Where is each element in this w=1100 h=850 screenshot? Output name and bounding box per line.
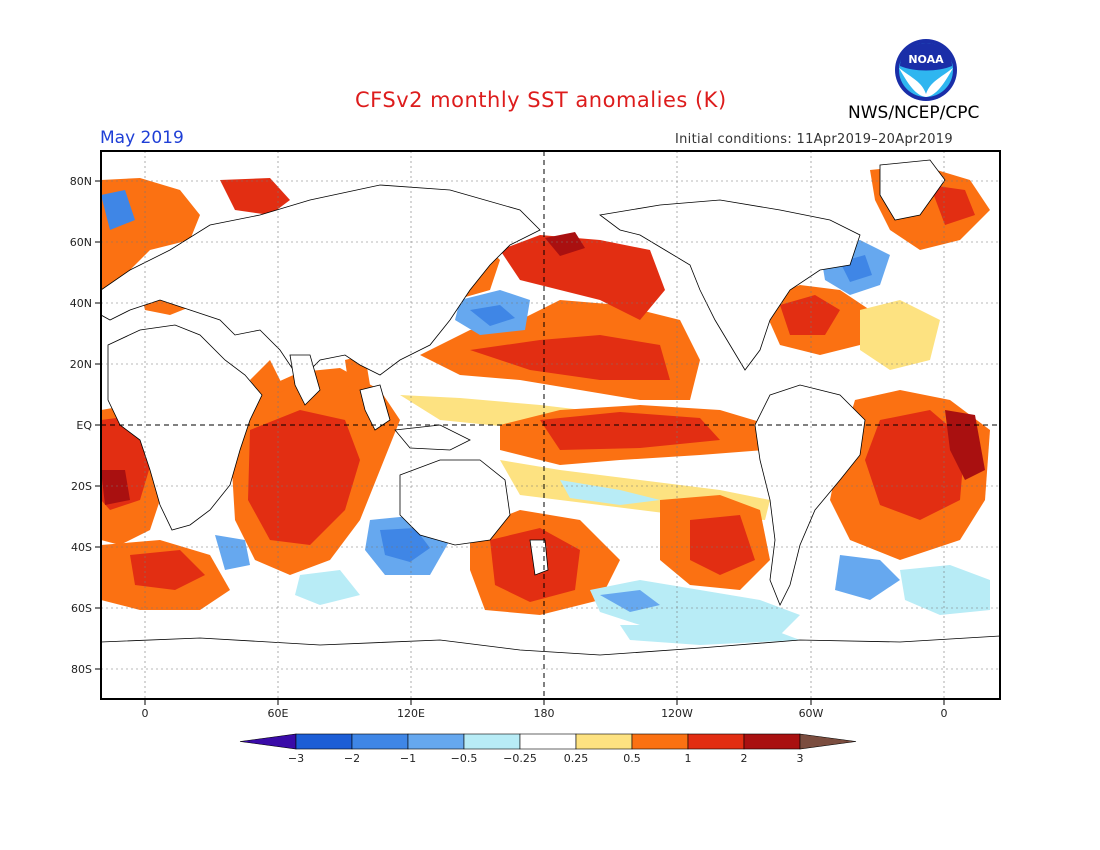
colorbar-arrow-low (239, 733, 297, 750)
colorbar-label: −0.5 (451, 752, 478, 765)
land-south-america (754, 384, 866, 606)
colorbar-swatch (743, 733, 801, 750)
indian-ocean-core (248, 410, 360, 545)
colorbar-arrow-high (799, 733, 857, 750)
noaa-logo: NOAA (895, 39, 957, 101)
valid-month-label: May 2019 (100, 128, 184, 148)
land-greenland (879, 159, 946, 221)
initial-conditions-label: Initial conditions: 11Apr2019–20Apr2019 (675, 132, 953, 147)
colorbar-swatch (351, 733, 409, 750)
lat-label: 40S (71, 541, 92, 554)
lat-label: 40N (70, 297, 92, 310)
lat-label: 20N (70, 358, 92, 371)
lon-label: 180 (534, 707, 555, 720)
colorbar-swatch (295, 733, 353, 750)
land-north-america (599, 199, 861, 371)
land-africa (107, 324, 263, 531)
colorbar-swatch (519, 733, 577, 750)
colorbar-swatch (631, 733, 689, 750)
graticule (101, 151, 1000, 699)
land-australia (399, 459, 511, 546)
colorbar-label: −3 (288, 752, 304, 765)
colorbar-label: 1 (685, 752, 692, 765)
north-pacific-alaska (500, 235, 665, 320)
land-eurasia (101, 184, 541, 381)
colorbar: −3 −2 −1 −0.5 −0.25 0.25 0.5 1 2 3 (239, 733, 857, 765)
colorbar-label: 2 (741, 752, 748, 765)
colorbar-label: 0.5 (623, 752, 641, 765)
coastlines (101, 159, 1000, 699)
colorbar-swatch (463, 733, 521, 750)
colorbar-label: −1 (400, 752, 416, 765)
land-antarctica (101, 635, 1000, 699)
lon-label: 0 (142, 707, 149, 720)
colorbar-label: 3 (797, 752, 804, 765)
lon-label: 120E (397, 707, 425, 720)
colorbar-label: −0.25 (503, 752, 537, 765)
lat-label: 60S (71, 602, 92, 615)
lon-label: 60W (799, 707, 824, 720)
lat-label: 80N (70, 175, 92, 188)
colorbar-swatch (575, 733, 633, 750)
equator-dateline (101, 151, 1000, 699)
colorbar-label: −2 (344, 752, 360, 765)
lat-label: 80S (71, 663, 92, 676)
agency-label: NWS/NCEP/CPC (848, 103, 980, 123)
logo-text: NOAA (908, 53, 944, 66)
colorbar-label: 0.25 (564, 752, 589, 765)
lon-label: 0 (941, 707, 948, 720)
lat-label: 60N (70, 236, 92, 249)
lon-label: 120W (661, 707, 693, 720)
colorbar-swatch (687, 733, 745, 750)
lon-label: 60E (268, 707, 289, 720)
lat-label: 20S (71, 480, 92, 493)
chart-title: CFSv2 monthly SST anomalies (K) (355, 88, 727, 112)
colorbar-swatch (407, 733, 465, 750)
lat-label: EQ (76, 419, 92, 432)
